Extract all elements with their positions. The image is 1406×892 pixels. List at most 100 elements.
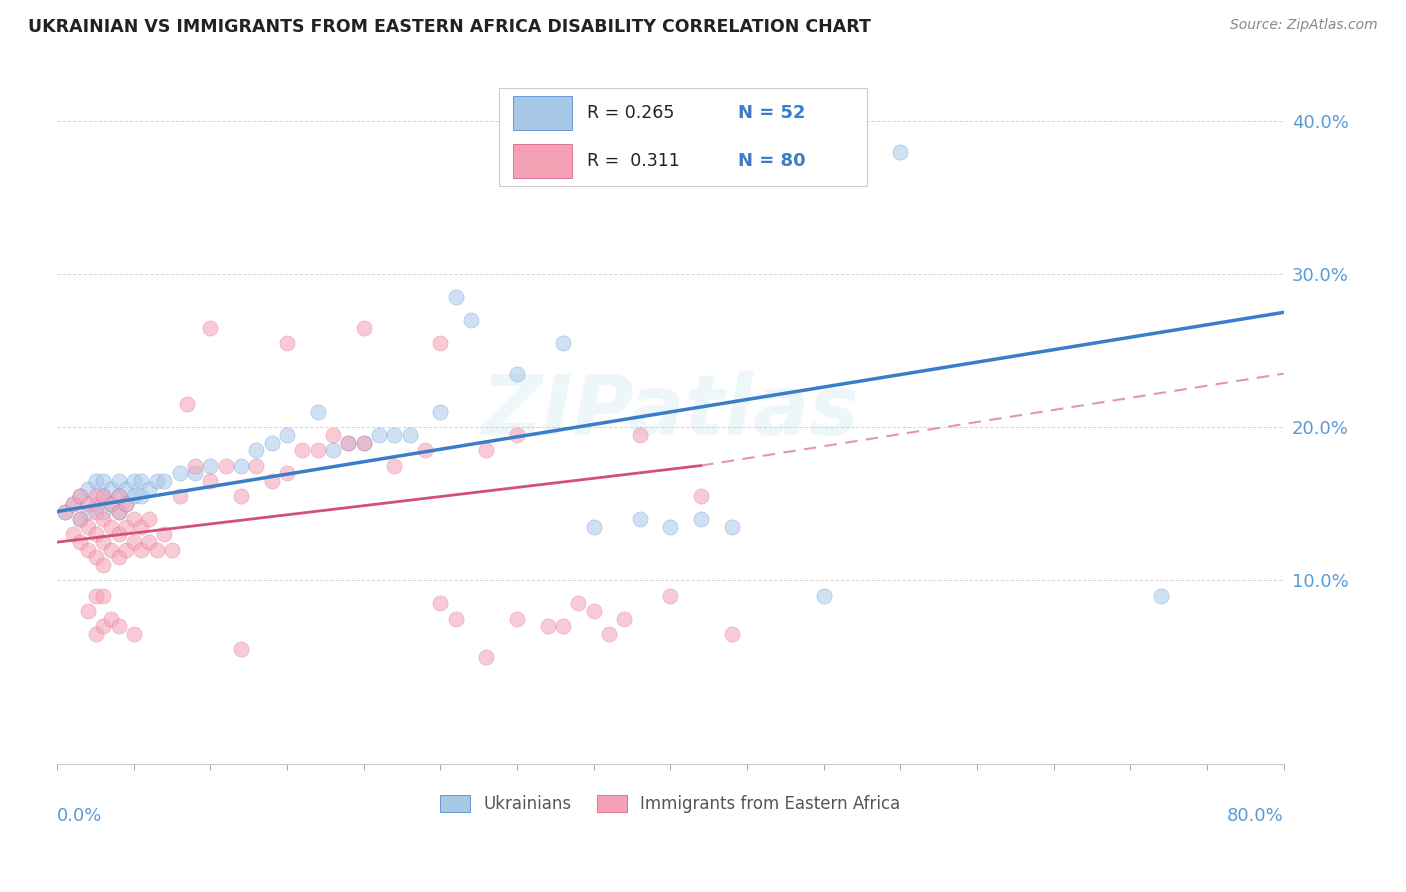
Point: [76, 497, 98, 511]
Point: [353, 435, 375, 450]
Point: [138, 512, 160, 526]
Point: [84, 627, 107, 641]
Point: [69, 512, 91, 526]
Point: [429, 336, 451, 351]
Point: [322, 443, 344, 458]
Text: UKRAINIAN VS IMMIGRANTS FROM EASTERN AFRICA DISABILITY CORRELATION CHART: UKRAINIAN VS IMMIGRANTS FROM EASTERN AFR…: [28, 18, 870, 36]
Point: [322, 428, 344, 442]
Point: [353, 320, 375, 334]
Point: [69, 489, 91, 503]
Point: [215, 458, 238, 473]
Point: [475, 443, 498, 458]
Point: [506, 612, 529, 626]
Point: [62, 527, 84, 541]
Point: [76, 504, 98, 518]
Point: [146, 542, 169, 557]
Point: [100, 612, 122, 626]
Point: [307, 443, 329, 458]
Point: [107, 619, 129, 633]
Point: [122, 489, 145, 503]
Point: [69, 535, 91, 549]
Point: [628, 512, 651, 526]
Point: [100, 542, 122, 557]
Text: 80.0%: 80.0%: [1227, 806, 1284, 824]
Point: [107, 550, 129, 565]
Text: 0.0%: 0.0%: [58, 806, 103, 824]
Point: [506, 428, 529, 442]
Point: [337, 435, 360, 450]
Point: [307, 405, 329, 419]
Point: [384, 428, 406, 442]
Point: [153, 474, 176, 488]
Text: R = 0.265: R = 0.265: [586, 104, 675, 122]
Point: [276, 336, 298, 351]
Point: [444, 290, 467, 304]
Point: [169, 489, 191, 503]
Point: [200, 458, 222, 473]
Point: [353, 435, 375, 450]
FancyBboxPatch shape: [513, 96, 572, 130]
Point: [598, 627, 620, 641]
Point: [91, 489, 114, 503]
Point: [84, 504, 107, 518]
Point: [131, 542, 153, 557]
Point: [122, 535, 145, 549]
Point: [384, 458, 406, 473]
Point: [100, 482, 122, 496]
Text: N = 80: N = 80: [738, 152, 806, 170]
Point: [62, 497, 84, 511]
Point: [720, 520, 742, 534]
Point: [69, 489, 91, 503]
Point: [245, 458, 267, 473]
Point: [176, 397, 198, 411]
FancyBboxPatch shape: [499, 87, 866, 186]
Point: [889, 145, 911, 159]
Point: [122, 627, 145, 641]
Point: [100, 497, 122, 511]
Point: [1150, 589, 1173, 603]
Point: [291, 443, 314, 458]
Point: [690, 512, 713, 526]
Point: [138, 482, 160, 496]
Point: [84, 489, 107, 503]
Point: [62, 497, 84, 511]
Point: [690, 489, 713, 503]
Point: [115, 542, 138, 557]
Point: [537, 619, 560, 633]
Point: [582, 604, 605, 618]
Point: [76, 482, 98, 496]
Point: [146, 474, 169, 488]
Point: [107, 474, 129, 488]
Point: [475, 650, 498, 665]
Point: [582, 520, 605, 534]
Point: [91, 504, 114, 518]
Point: [107, 504, 129, 518]
Point: [100, 497, 122, 511]
Point: [184, 467, 207, 481]
Point: [115, 520, 138, 534]
Point: [659, 520, 682, 534]
Point: [131, 474, 153, 488]
Point: [200, 474, 222, 488]
Point: [91, 489, 114, 503]
Point: [720, 627, 742, 641]
Point: [337, 435, 360, 450]
Point: [138, 535, 160, 549]
Point: [131, 489, 153, 503]
Text: ZIPatlas: ZIPatlas: [481, 371, 859, 452]
Point: [107, 489, 129, 503]
Point: [131, 520, 153, 534]
Point: [260, 474, 283, 488]
Point: [628, 428, 651, 442]
Point: [84, 527, 107, 541]
Point: [813, 589, 835, 603]
Point: [200, 320, 222, 334]
Point: [398, 428, 420, 442]
Point: [460, 313, 482, 327]
Point: [115, 497, 138, 511]
Point: [245, 443, 267, 458]
Point: [91, 474, 114, 488]
Point: [153, 527, 176, 541]
Point: [107, 489, 129, 503]
Point: [231, 489, 253, 503]
